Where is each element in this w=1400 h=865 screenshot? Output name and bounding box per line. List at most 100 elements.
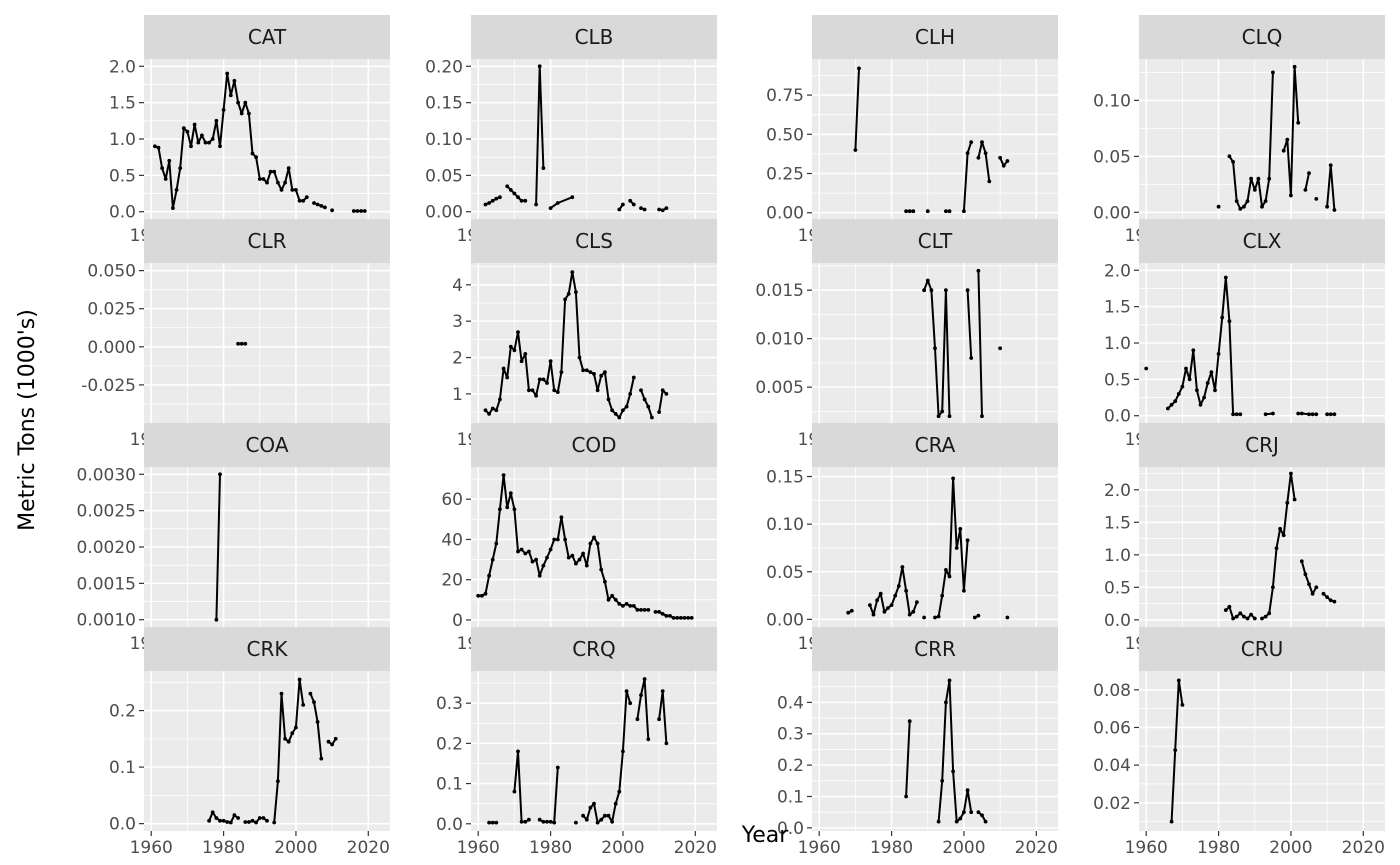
data-point [925,209,930,214]
y-tick-label: 0.050 [87,262,136,282]
y-tick-label: 60 [441,490,463,510]
facet-panel-crk: CRK 1960 1980 2000 2020 0.0 0.1 0.2 [109,627,390,858]
data-point [628,604,633,608]
data-point [254,155,258,160]
data-point [599,567,604,572]
data-point [552,388,557,393]
data-point [232,813,237,818]
data-point [272,820,277,825]
facet-strip [1139,219,1385,263]
data-point [1202,395,1206,400]
facet-panel-clx: CLX19601980200020200.00.51.01.52.0 [1104,219,1385,450]
data-point [574,820,578,825]
plot-background [1139,59,1385,219]
y-tick-label: 0.00 [425,203,463,223]
data-point [559,515,564,520]
y-tick-label: 0.2 [436,734,463,754]
y-tick-label: 3 [452,312,463,332]
data-point [494,541,499,546]
data-point [283,736,287,741]
data-point [494,408,499,413]
data-point [907,209,912,214]
data-point [1176,392,1181,396]
facet-strip [144,423,390,467]
data-point [664,392,669,396]
data-point [592,535,596,540]
data-point [1242,204,1246,209]
data-point [577,557,582,562]
data-point [1209,370,1214,374]
data-point [1187,377,1192,382]
data-point [487,573,491,578]
data-point [512,789,517,794]
data-point [904,794,908,799]
data-point [853,148,858,152]
data-point [944,568,948,572]
data-point [301,198,306,203]
y-tick-label: 2.0 [1104,481,1131,501]
data-point [555,537,560,542]
y-tick-label: 0.15 [425,94,463,114]
data-point [581,813,585,818]
facet-strip-label: COA [245,433,288,457]
data-point [483,591,488,596]
data-point [243,820,248,824]
data-point [1285,500,1290,505]
x-tick-label: 2000 [942,838,985,858]
data-point [566,292,571,296]
data-point [333,736,338,741]
data-point [1234,614,1239,619]
data-point [929,288,934,293]
data-point [214,118,219,123]
data-point [1234,412,1239,417]
data-point [983,819,988,824]
data-point [534,202,538,207]
x-tick-label: 2020 [674,838,717,858]
data-point [1292,64,1297,69]
data-point [969,810,974,815]
data-point [351,209,356,213]
data-point [875,598,879,603]
facet-panel-clq: CLQ19601980200020200.000.050.10 [1093,15,1385,246]
y-tick-label: 0.3 [777,725,804,745]
data-point [516,195,520,200]
data-point [272,169,277,174]
data-point [268,169,273,174]
x-tick-label: 2020 [1015,838,1058,858]
data-point [225,71,230,76]
data-point [508,188,513,192]
data-point [243,100,248,105]
data-point [621,408,625,413]
facet-panel-crr: CRR 1960 1980 2000 2020 0.0 0.1 0.2 0.3 0.4 [777,627,1058,858]
data-point [588,541,593,546]
data-point [1223,275,1228,280]
data-point [1256,176,1261,181]
facet-strip-label: CRQ [572,637,616,661]
data-point [214,617,219,622]
series-line [1170,679,1184,822]
y-tick-label: 2.0 [109,57,136,77]
x-tick-label: 2020 [347,838,390,858]
series-line [215,474,221,620]
facet-panel-coa: COA19601980200020200.00100.00150.00200.0… [77,423,390,654]
data-point [214,816,219,820]
data-point [1223,608,1228,612]
data-point [904,588,908,593]
data-point [279,188,284,192]
y-tick-label: 0.00 [766,610,804,630]
x-tick-label: 1980 [870,838,913,858]
data-point [1263,199,1268,204]
data-point [1260,616,1264,621]
data-point [972,615,977,620]
data-point [527,388,531,393]
data-point [962,209,966,214]
data-point [498,507,502,512]
data-point [1260,204,1264,209]
data-point [657,410,661,414]
data-point [947,414,952,419]
y-tick-label: 0.08 [1093,681,1131,701]
plot-background [1139,671,1385,831]
y-tick-label: 0.05 [425,166,463,186]
data-point [617,415,622,420]
